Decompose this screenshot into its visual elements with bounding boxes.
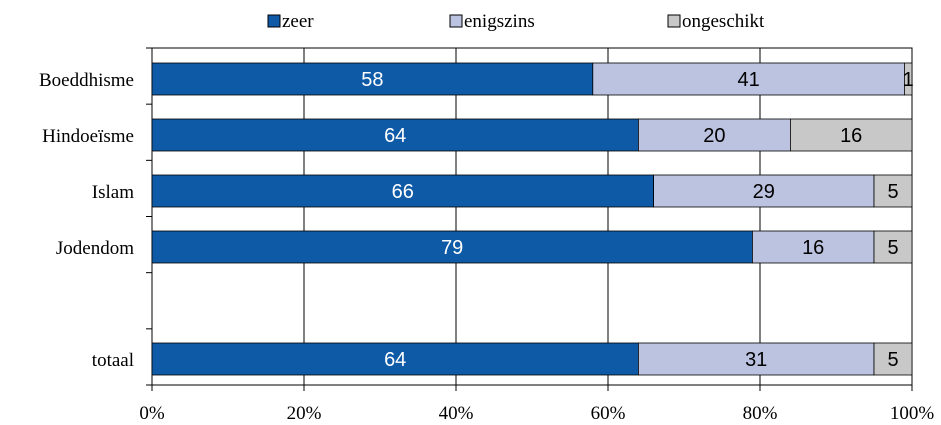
bar-ongeschikt-Boeddhisme (904, 62, 913, 96)
bar-zeer-totaal (151, 342, 639, 376)
legend-label-zeer: zeer (282, 11, 314, 32)
legend-swatch-zeer (267, 14, 281, 28)
bar-zeer-Jodendom (151, 230, 753, 264)
data-label: 5 (887, 237, 898, 259)
data-label: 41 (737, 69, 759, 91)
x-tick-label: 100% (890, 403, 935, 424)
data-label: 79 (441, 237, 463, 259)
data-label: 64 (384, 125, 406, 147)
bar-ongeschikt-totaal (873, 342, 913, 376)
bar-enigszins-Boeddhisme (592, 62, 905, 96)
bar-zeer-Boeddhisme (151, 62, 594, 96)
bar-ongeschikt-Islam (873, 174, 913, 208)
legend-label-enigszins: enigszins (464, 11, 535, 32)
category-label: totaal (92, 350, 134, 371)
x-tick-label: 20% (287, 403, 322, 424)
data-label: 29 (753, 181, 775, 203)
plot-area: 58 41 1 64 20 16 66 29 5 79 16 5 64 31 5 Boeddhisme Hind… (39, 47, 935, 424)
category-label: Islam (92, 182, 134, 203)
data-label: 16 (840, 125, 862, 147)
legend: zeer enigszins ongeschikt (267, 11, 765, 32)
category-label: Hindoeïsme (42, 126, 134, 147)
x-tick-label: 80% (743, 403, 778, 424)
data-label: 5 (887, 349, 898, 371)
legend-swatch-ongeschikt (667, 14, 681, 28)
plot-background (151, 47, 913, 386)
category-label: Jodendom (56, 238, 134, 259)
bar-zeer-Islam (151, 174, 655, 208)
bar-enigszins-Hindoeïsme (638, 118, 791, 152)
data-label: 1 (903, 69, 914, 91)
data-label: 31 (745, 349, 767, 371)
data-label: 66 (392, 181, 414, 203)
data-label: 20 (703, 125, 725, 147)
category-label: Boeddhisme (39, 70, 134, 91)
x-tick-label: 60% (591, 403, 626, 424)
bar-enigszins-Islam (653, 174, 875, 208)
bar-enigszins-totaal (638, 342, 875, 376)
legend-label-ongeschikt: ongeschikt (682, 11, 765, 32)
bar-ongeschikt-Hindoeïsme (790, 118, 913, 152)
bar-ongeschikt-Jodendom (873, 230, 913, 264)
bar-zeer-Hindoeïsme (151, 118, 639, 152)
legend-swatch-enigszins (449, 14, 463, 28)
data-label: 16 (802, 237, 824, 259)
x-tick-label: 40% (439, 403, 474, 424)
data-label: 5 (887, 181, 898, 203)
bar-enigszins-Jodendom (752, 230, 875, 264)
data-label: 58 (361, 69, 383, 91)
data-label: 64 (384, 349, 406, 371)
x-tick-label: 0% (139, 403, 165, 424)
